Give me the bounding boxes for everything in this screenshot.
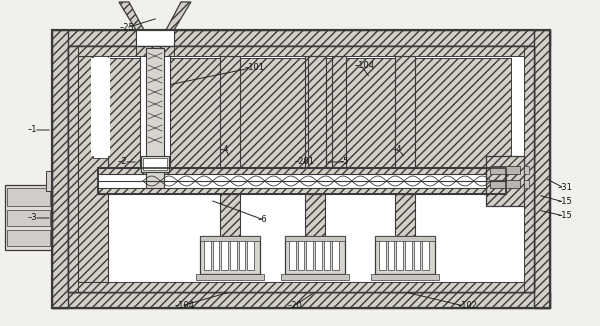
Bar xyxy=(78,56,108,282)
Bar xyxy=(332,56,346,168)
Bar xyxy=(332,240,339,270)
Bar xyxy=(230,240,236,270)
Bar xyxy=(46,171,52,191)
Text: –4: –4 xyxy=(393,145,403,155)
Bar xyxy=(91,58,110,156)
Bar xyxy=(52,292,550,308)
Bar xyxy=(93,56,108,158)
Text: –104: –104 xyxy=(175,302,195,310)
Bar xyxy=(68,46,534,292)
Bar xyxy=(52,30,550,308)
Bar xyxy=(534,30,550,308)
Bar xyxy=(7,188,50,206)
Bar xyxy=(307,240,313,270)
Bar xyxy=(422,240,429,270)
Bar xyxy=(239,240,245,270)
Bar xyxy=(98,188,506,194)
Bar xyxy=(200,236,260,241)
Bar xyxy=(388,240,394,270)
Bar xyxy=(375,236,435,241)
Bar xyxy=(486,156,524,206)
Bar xyxy=(524,46,534,292)
Bar xyxy=(196,274,264,280)
Bar xyxy=(68,46,78,292)
Bar xyxy=(200,236,260,274)
Text: –15: –15 xyxy=(558,198,573,206)
Bar xyxy=(98,168,506,174)
Polygon shape xyxy=(166,2,191,30)
Bar xyxy=(52,30,550,46)
Bar xyxy=(140,46,170,185)
Bar xyxy=(289,240,296,270)
Bar xyxy=(395,194,415,252)
Bar xyxy=(68,46,534,292)
Text: –6: –6 xyxy=(258,215,268,225)
Bar xyxy=(52,30,550,308)
Text: –20: –20 xyxy=(288,302,303,310)
Bar xyxy=(52,30,68,308)
Bar xyxy=(221,240,228,270)
Bar xyxy=(397,240,403,270)
Bar xyxy=(379,240,386,270)
Bar xyxy=(298,240,304,270)
Bar xyxy=(405,240,412,270)
Bar xyxy=(98,168,506,194)
Text: –4: –4 xyxy=(220,145,229,155)
Bar xyxy=(308,56,326,168)
Bar xyxy=(323,240,331,270)
Bar xyxy=(78,56,524,282)
Bar xyxy=(93,58,511,168)
Bar xyxy=(212,240,220,270)
Bar xyxy=(220,194,240,252)
Text: –1: –1 xyxy=(28,126,37,135)
Bar xyxy=(285,236,345,241)
Text: –5: –5 xyxy=(340,157,349,167)
Bar xyxy=(375,236,435,274)
Bar xyxy=(305,194,325,252)
Text: –2: –2 xyxy=(118,157,128,167)
Bar xyxy=(98,168,506,194)
Bar xyxy=(220,56,240,168)
Text: –3: –3 xyxy=(28,214,38,223)
Text: –102: –102 xyxy=(458,302,478,310)
Bar xyxy=(7,210,50,226)
Bar xyxy=(146,48,164,188)
Bar xyxy=(281,274,349,280)
Bar xyxy=(204,240,211,270)
Bar xyxy=(136,46,174,56)
Bar xyxy=(98,174,506,188)
Bar xyxy=(371,274,439,280)
Bar xyxy=(490,180,520,188)
Text: –25: –25 xyxy=(120,23,135,33)
Bar xyxy=(315,240,322,270)
Bar xyxy=(524,180,529,188)
Text: –201: –201 xyxy=(295,157,315,167)
Text: –101: –101 xyxy=(245,64,265,72)
Text: –31: –31 xyxy=(558,184,573,192)
Bar xyxy=(136,30,174,46)
Bar xyxy=(93,56,108,282)
Bar xyxy=(68,46,534,56)
Bar xyxy=(285,236,345,274)
Bar xyxy=(413,240,421,270)
Bar xyxy=(143,158,167,170)
Bar xyxy=(68,46,534,292)
Bar xyxy=(305,56,325,168)
Bar xyxy=(395,56,415,168)
Bar xyxy=(247,240,254,270)
Bar xyxy=(490,166,520,174)
Bar xyxy=(524,166,529,174)
Text: –15: –15 xyxy=(558,212,573,220)
Text: –104: –104 xyxy=(355,61,375,69)
Bar xyxy=(5,185,52,250)
Bar xyxy=(141,156,169,172)
Polygon shape xyxy=(119,2,144,30)
Bar xyxy=(68,282,534,292)
Bar xyxy=(7,230,50,246)
